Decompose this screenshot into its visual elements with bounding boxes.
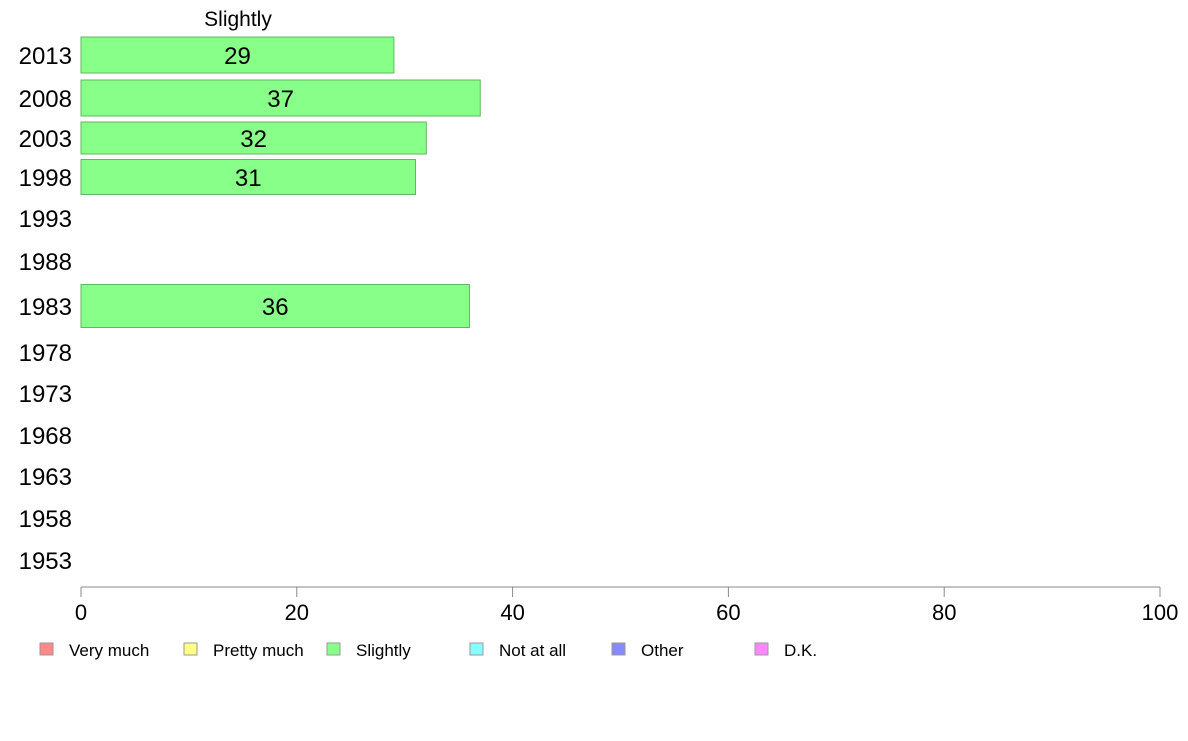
- category-label: 1978: [19, 340, 72, 367]
- legend-label: D.K.: [784, 641, 817, 660]
- legend-label: Very much: [69, 641, 149, 660]
- legend-label: Not at all: [499, 641, 566, 660]
- category-label: 1958: [19, 506, 72, 533]
- x-tick-label: 80: [932, 600, 956, 625]
- x-tick-label: 40: [500, 600, 524, 625]
- category-label: 1963: [19, 464, 72, 491]
- category-label: 2008: [19, 86, 72, 113]
- bar: [80, 121, 427, 155]
- legend-label: Pretty much: [213, 641, 304, 660]
- category-label: 1968: [19, 423, 72, 450]
- bar: [80, 79, 481, 117]
- x-tick-label: 60: [716, 600, 740, 625]
- category-label: 1953: [19, 548, 72, 575]
- legend-swatch: [754, 642, 769, 656]
- category-labels: 2013 2008 2003 1998 1993 1988 1983 1978 1973 1968…: [19, 43, 72, 575]
- category-label: 1988: [19, 249, 72, 276]
- category-label: 1998: [19, 165, 72, 192]
- category-label: 1983: [19, 294, 72, 321]
- legend-swatch: [611, 642, 626, 656]
- bar: [80, 159, 416, 195]
- bar: [80, 284, 470, 328]
- bar-value-label: 29: [224, 43, 251, 70]
- category-label: 2003: [19, 126, 72, 153]
- bar: [80, 36, 395, 74]
- bar-value-label: 37: [267, 86, 294, 113]
- bar-value-label: 32: [240, 126, 267, 153]
- legend-swatch: [39, 642, 54, 656]
- x-tick-label: 100: [1142, 600, 1179, 625]
- category-label: 1973: [19, 381, 72, 408]
- legend-label: Slightly: [356, 641, 411, 660]
- category-label: 2013: [19, 43, 72, 70]
- x-axis: 0 20 40 60 80 100: [75, 586, 1179, 625]
- bar-value-label: 31: [235, 165, 262, 192]
- series-title: Slightly: [204, 8, 272, 31]
- x-tick-label: 0: [75, 600, 87, 625]
- legend: Very much Pretty much Slightly Not at all Ot…: [39, 641, 817, 660]
- legend-swatch: [326, 642, 341, 656]
- legend-label: Other: [641, 641, 684, 660]
- legend-swatch: [183, 642, 198, 656]
- bar-value-label: 36: [262, 294, 289, 321]
- x-tick-label: 20: [285, 600, 309, 625]
- category-label: 1993: [19, 206, 72, 233]
- legend-swatch: [469, 642, 484, 656]
